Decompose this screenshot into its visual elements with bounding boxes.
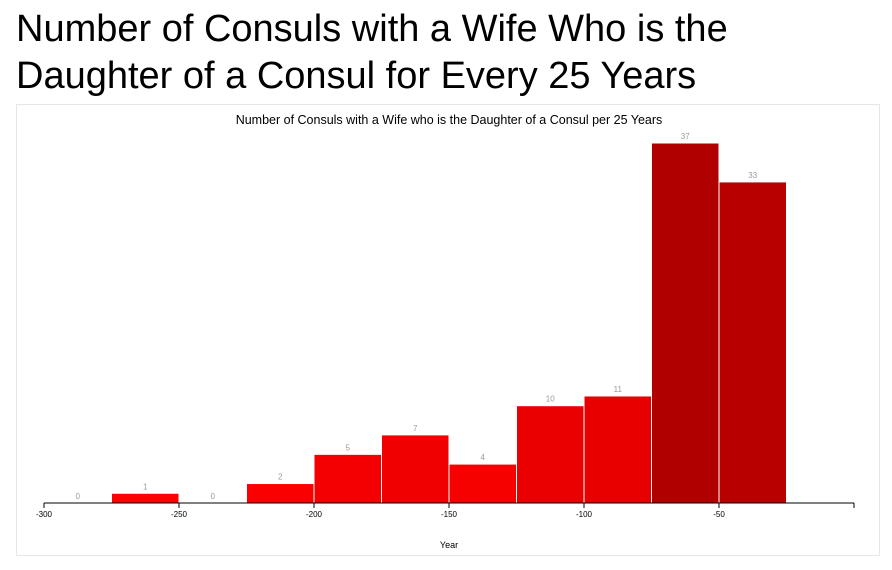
bar-value-label-4: 5 <box>346 443 351 452</box>
chart-container: Number of Consuls with a Wife who is the… <box>16 104 880 556</box>
bar-value-label-7: 10 <box>546 395 555 404</box>
x-tick-label-2: -200 <box>306 510 323 519</box>
bar-1 <box>111 492 180 504</box>
bar-value-label-6: 4 <box>481 453 486 462</box>
bar-4 <box>313 453 382 504</box>
x-axis: -300 -250 -200 -150 -100 -50 <box>36 502 855 519</box>
bar-6 <box>448 463 517 504</box>
bar-value-label-0: 0 <box>76 492 81 501</box>
bar-value-label-5: 7 <box>413 424 418 433</box>
bar-3 <box>246 483 315 504</box>
bar-8 <box>583 395 652 504</box>
bar-value-label-8: 11 <box>614 385 623 394</box>
x-tick-label-5: -50 <box>713 510 725 519</box>
bar-9 <box>651 142 720 504</box>
x-tick-label-4: -100 <box>576 510 593 519</box>
x-tick-label-0: -300 <box>36 510 53 519</box>
bar-10 <box>718 181 787 504</box>
x-tick-label-3: -150 <box>441 510 458 519</box>
bar-value-label-1: 1 <box>143 482 148 491</box>
histogram-chart: Number of Consuls with a Wife who is the… <box>36 113 855 550</box>
bar-7 <box>516 405 585 504</box>
bar-value-label-3: 2 <box>278 473 283 482</box>
x-tick-label-1: -250 <box>171 510 188 519</box>
chart-title: Number of Consuls with a Wife who is the… <box>236 113 663 127</box>
bar-value-label-10: 33 <box>748 171 757 180</box>
bar-5 <box>381 434 450 504</box>
bar-value-label-2: 0 <box>211 492 216 501</box>
page-title: Number of Consuls with a Wife Who is the… <box>16 8 728 97</box>
bar-value-label-9: 37 <box>681 132 690 141</box>
x-axis-label: Year <box>440 540 458 550</box>
bars-group <box>111 142 787 504</box>
